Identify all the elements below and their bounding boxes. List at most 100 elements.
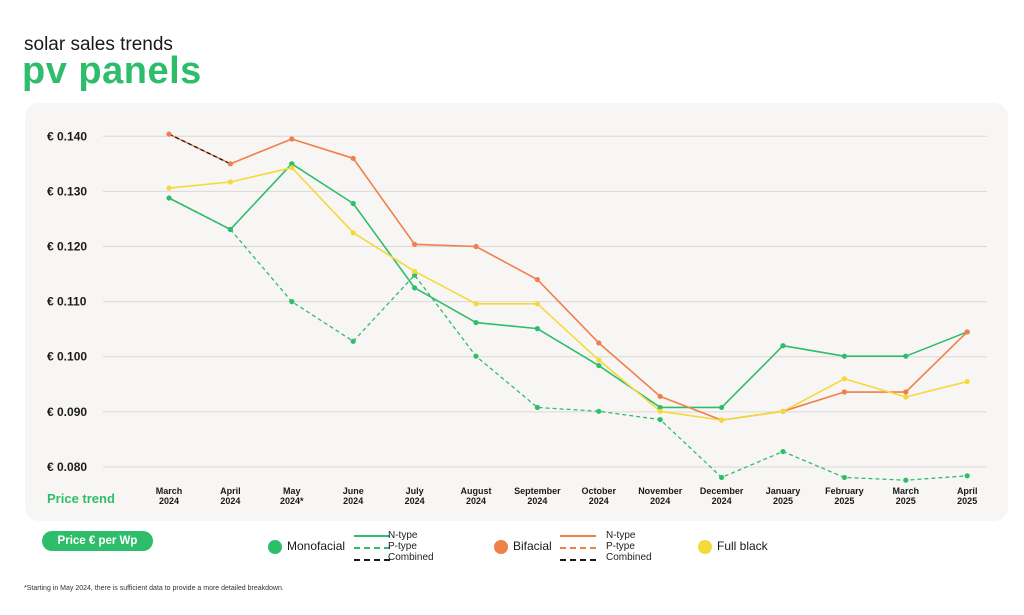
data-point: [841, 376, 848, 382]
data-point: [166, 131, 172, 137]
legend-bifacial-combined: Combined: [606, 552, 652, 563]
data-point: [780, 408, 786, 414]
data-point: [227, 226, 233, 233]
x-tick-label: January: [766, 486, 801, 496]
x-tick-label: 2024: [220, 496, 240, 506]
fullblack-dot-icon: [698, 540, 712, 554]
legend-monofacial-label: Monofacial: [287, 539, 346, 553]
x-tick-label: 2024*: [280, 496, 304, 506]
data-point: [350, 338, 356, 344]
data-point: [903, 477, 909, 483]
y-tick-label: € 0.090: [47, 405, 87, 419]
data-point: [780, 448, 786, 455]
data-point: [534, 326, 540, 332]
data-point: [841, 474, 848, 481]
legend-fullblack-label: Full black: [717, 539, 768, 553]
legend-monofacial-ptype: P-type: [388, 541, 417, 552]
data-point: [166, 195, 172, 201]
data-point: [289, 299, 295, 305]
x-axis-label: Price trend: [47, 491, 115, 506]
x-tick-label: March: [893, 486, 920, 496]
x-tick-label: 2025: [773, 496, 793, 506]
x-tick-label: 2024: [527, 496, 547, 506]
data-point: [412, 241, 418, 247]
x-tick-label: October: [582, 486, 617, 496]
series-line: [229, 228, 968, 481]
x-tick-label: 2024: [712, 496, 732, 506]
x-tick-label: June: [343, 486, 364, 496]
x-tick-label: 2025: [834, 496, 854, 506]
data-point: [412, 285, 418, 291]
data-point: [350, 155, 356, 161]
data-point: [719, 404, 725, 411]
y-tick-label: € 0.130: [47, 184, 87, 198]
data-point: [657, 404, 663, 411]
x-tick-label: December: [700, 486, 744, 496]
data-point: [289, 136, 295, 142]
data-point: [657, 408, 663, 414]
data-point: [903, 394, 909, 400]
series-line: [291, 163, 968, 409]
series-line: [168, 163, 293, 231]
data-point: [903, 389, 909, 395]
x-tick-label: 2024: [466, 496, 486, 506]
series-line: [168, 133, 231, 165]
ntype-line-icon: [354, 535, 390, 537]
data-point: [596, 408, 602, 414]
legend-monofacial-combined: Combined: [388, 552, 434, 563]
data-point: [473, 319, 479, 326]
y-tick-label: € 0.100: [47, 350, 87, 364]
series-line: [168, 133, 968, 421]
series-line: [168, 166, 968, 421]
data-point: [227, 161, 233, 167]
data-point: [657, 416, 663, 423]
x-tick-label: April: [220, 486, 241, 496]
x-tick-label: 2024: [589, 496, 609, 506]
x-tick-label: 2024: [650, 496, 670, 506]
data-point: [964, 378, 970, 385]
y-tick-label: € 0.140: [47, 129, 87, 143]
x-tick-label: 2025: [896, 496, 916, 506]
data-point: [964, 473, 970, 479]
x-tick-label: February: [825, 486, 864, 496]
x-tick-label: 2025: [957, 496, 977, 506]
x-tick-label: March: [156, 486, 183, 496]
x-tick-label: July: [406, 486, 424, 496]
data-point: [166, 185, 172, 191]
x-tick-label: August: [461, 486, 492, 496]
data-point: [841, 389, 848, 395]
data-point: [227, 179, 233, 185]
data-point: [473, 301, 479, 307]
data-point: [841, 353, 848, 359]
data-point: [964, 329, 970, 335]
footnote: *Starting in May 2024, there is sufficie…: [24, 585, 284, 592]
x-tick-label: September: [514, 486, 561, 496]
x-tick-label: 2024: [343, 496, 363, 506]
x-tick-label: November: [638, 486, 683, 496]
legend-bifacial-ntype: N-type: [606, 530, 636, 541]
data-point: [596, 357, 602, 363]
data-point: [719, 417, 725, 423]
data-point: [534, 301, 540, 307]
data-point: [473, 353, 479, 359]
x-tick-label: 2024: [159, 496, 179, 506]
data-point: [350, 200, 356, 207]
data-point: [534, 276, 540, 283]
data-point: [719, 474, 725, 481]
x-tick-label: 2024: [405, 496, 425, 506]
y-tick-label: € 0.110: [47, 295, 87, 309]
combined-line-icon: [354, 559, 390, 561]
data-point: [473, 243, 479, 250]
data-point: [289, 161, 295, 167]
combined-line-icon: [560, 559, 596, 561]
legend-monofacial-ntype: N-type: [388, 530, 418, 541]
monofacial-dot-icon: [268, 540, 282, 554]
ptype-line-icon: [560, 547, 596, 549]
data-point: [903, 353, 909, 359]
data-point: [596, 362, 602, 369]
ntype-line-icon: [560, 535, 596, 537]
data-point: [350, 230, 356, 236]
data-point: [780, 343, 786, 349]
price-unit-badge: Price € per Wp: [42, 531, 153, 551]
x-tick-label: May: [283, 486, 301, 496]
